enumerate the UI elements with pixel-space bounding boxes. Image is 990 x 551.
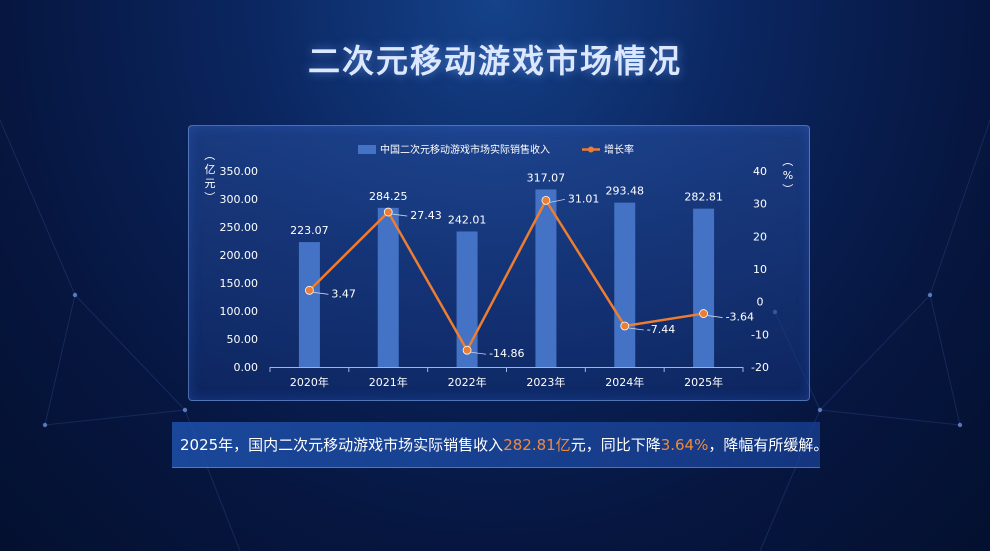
y-left-label-char: 亿 xyxy=(205,163,216,176)
bar-value-label: 284.25 xyxy=(369,190,408,203)
y-right-label-char: ） xyxy=(781,184,794,195)
growth-label-leader xyxy=(707,315,723,318)
y-left-tick-label: 50.00 xyxy=(227,333,259,346)
y-right-tick-label: 40 xyxy=(753,165,767,178)
x-tick-label: 2022年 xyxy=(448,375,487,389)
summary-part2: 元，同比下降 xyxy=(570,436,661,454)
legend-label-revenue: 中国二次元移动游戏市场实际销售收入 xyxy=(380,143,550,156)
summary-text: 2025年，国内二次元移动游戏市场实际销售收入282.81亿元，同比下降3.64… xyxy=(172,422,828,468)
growth-rate-point xyxy=(383,207,393,217)
y-left-tick-label: 250.00 xyxy=(220,221,259,234)
summary-value-rate: 3.64% xyxy=(660,436,709,454)
y-right-tick-label: 0 xyxy=(757,296,764,309)
y-right-tick-label: 30 xyxy=(753,198,767,211)
growth-value-label: 31.01 xyxy=(568,192,600,205)
bar-value-label: 293.48 xyxy=(606,185,645,198)
legend-label-growth: 增长率 xyxy=(604,143,634,156)
growth-rate-point xyxy=(620,321,630,331)
summary-value-revenue: 282.81亿 xyxy=(503,436,571,454)
growth-label-leader xyxy=(471,351,487,355)
bar-revenue xyxy=(614,202,636,367)
x-tick-label: 2021年 xyxy=(369,375,408,389)
y-left-tick-label: 100.00 xyxy=(220,305,259,318)
growth-rate-point xyxy=(462,345,472,355)
y-left-label-char: 元 xyxy=(205,177,216,190)
x-tick-label: 2024年 xyxy=(605,375,644,389)
summary-part3: ，降幅有所缓解。 xyxy=(708,436,829,454)
growth-value-label: -7.44 xyxy=(647,323,675,336)
x-tick-label: 2023年 xyxy=(526,375,565,389)
growth-rate-point xyxy=(699,309,708,318)
y-right-tick-label: -10 xyxy=(751,328,769,341)
bar-value-label: 242.01 xyxy=(448,213,487,226)
bar-value-label: 282.81 xyxy=(684,191,723,204)
bar-revenue xyxy=(456,231,478,367)
bar-value-label: 223.07 xyxy=(290,224,329,237)
bar-revenue xyxy=(298,242,320,367)
growth-rate-point xyxy=(541,195,551,205)
growth-rate-line xyxy=(308,199,704,352)
bar-value-label: 317.07 xyxy=(527,171,566,184)
bar-revenue xyxy=(535,189,557,367)
legend-swatch-revenue xyxy=(358,145,376,154)
growth-rate-point xyxy=(305,285,314,295)
y-left-tick-label: 150.00 xyxy=(220,277,259,290)
growth-value-label: 27.43 xyxy=(410,209,442,222)
y-right-tick-label: -20 xyxy=(751,361,769,374)
summary-part1: 2025年，国内二次元移动游戏市场实际销售收入 xyxy=(180,436,504,454)
combo-chart: 中国二次元移动游戏市场实际销售收入 增长率 （ 亿元 ） （% ） 0.00 50.00 100.… xyxy=(203,143,794,389)
growth-label-leader xyxy=(549,198,565,203)
page-title: 二次元移动游戏市场情况 xyxy=(307,42,682,80)
growth-value-label: 3.47 xyxy=(331,287,356,300)
bar-revenue xyxy=(377,207,399,367)
growth-label-leader xyxy=(628,327,644,331)
y-right-label-char: % xyxy=(783,169,793,182)
y-left-label-char: （ xyxy=(203,150,216,161)
growth-value-label: -3.64 xyxy=(726,311,754,324)
y-left-tick-label: 0.00 xyxy=(234,361,259,374)
growth-value-label: -14.86 xyxy=(489,347,524,360)
y-left-tick-label: 350.00 xyxy=(220,165,259,178)
y-right-tick-label: 20 xyxy=(753,230,767,243)
y-left-tick-label: 300.00 xyxy=(220,193,259,206)
x-tick-label: 2025年 xyxy=(684,375,723,389)
bar-revenue xyxy=(693,208,715,367)
y-right-tick-label: 10 xyxy=(753,263,767,276)
y-right-label-char: （ xyxy=(781,156,794,167)
y-left-tick-label: 200.00 xyxy=(220,249,259,262)
x-tick-label: 2020年 xyxy=(290,375,329,389)
growth-label-leader xyxy=(392,213,408,217)
y-left-label-char: ） xyxy=(203,192,216,203)
growth-label-leader xyxy=(313,291,329,295)
legend-marker-growth xyxy=(588,146,594,153)
